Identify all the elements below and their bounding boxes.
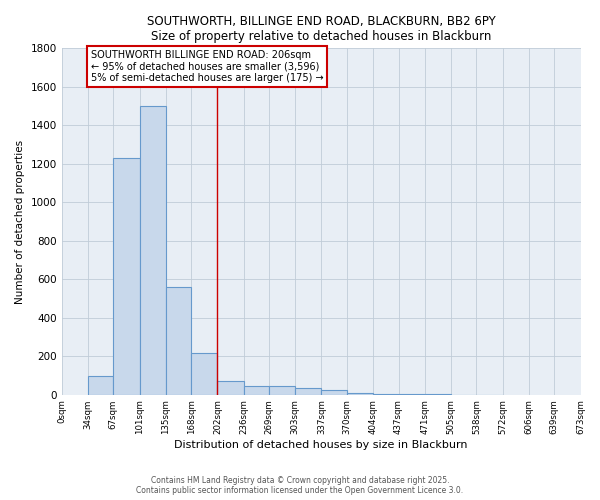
X-axis label: Distribution of detached houses by size in Blackburn: Distribution of detached houses by size … — [175, 440, 468, 450]
Bar — [191, 354, 217, 395]
Bar — [166, 287, 191, 395]
Bar — [217, 381, 244, 394]
Title: SOUTHWORTH, BILLINGE END ROAD, BLACKBURN, BB2 6PY
Size of property relative to d: SOUTHWORTH, BILLINGE END ROAD, BLACKBURN… — [147, 15, 496, 43]
Bar — [244, 386, 269, 394]
Bar — [140, 106, 166, 395]
Text: Contains HM Land Registry data © Crown copyright and database right 2025.
Contai: Contains HM Land Registry data © Crown c… — [136, 476, 464, 495]
Bar — [295, 388, 322, 394]
Y-axis label: Number of detached properties: Number of detached properties — [15, 140, 25, 304]
Bar — [322, 390, 347, 394]
Text: SOUTHWORTH BILLINGE END ROAD: 206sqm
← 95% of detached houses are smaller (3,596: SOUTHWORTH BILLINGE END ROAD: 206sqm ← 9… — [91, 50, 323, 84]
Bar — [88, 376, 113, 394]
Bar — [269, 386, 295, 394]
Bar — [347, 393, 373, 394]
Bar — [113, 158, 140, 394]
